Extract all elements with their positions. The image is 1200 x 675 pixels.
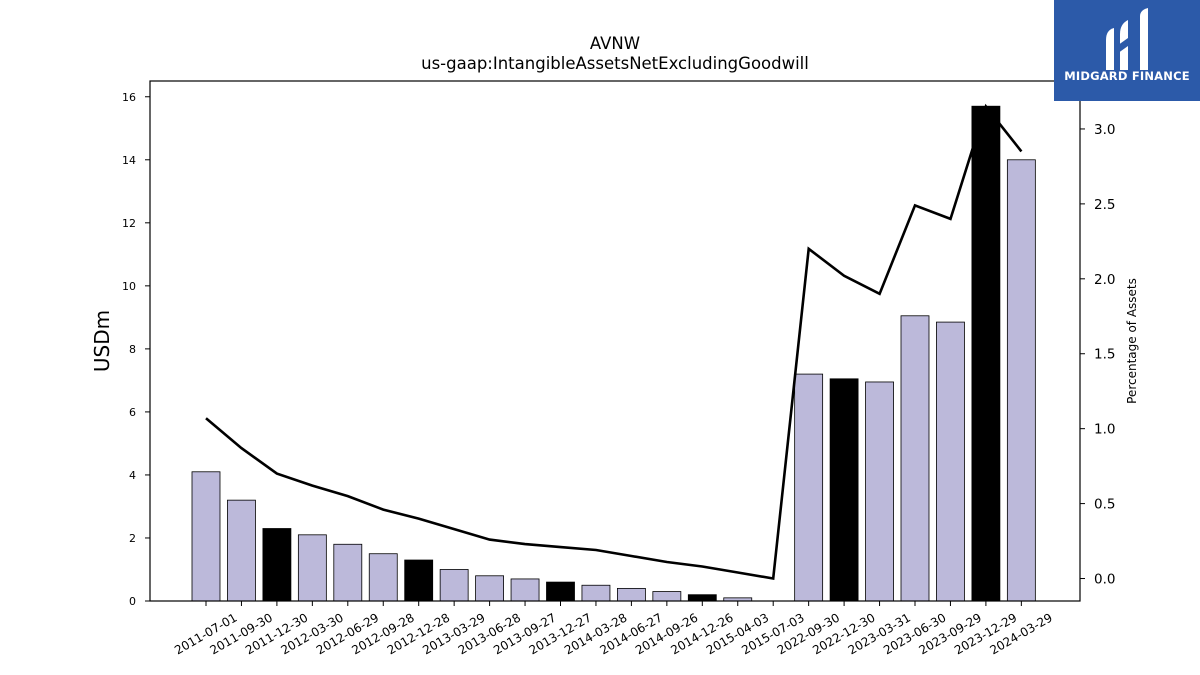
bar-2012-06-29 [333,543,363,602]
y2-tick-label: 0.0 [1094,572,1115,588]
y-tick-label: 0 [129,595,136,608]
bar-2023-03-31 [865,381,894,602]
y-tick-label: 14 [122,154,136,167]
bar-2012-09-28 [368,553,398,602]
chart-subtitle: us-gaap:IntangibleAssetsNetExcludingGood… [421,54,809,73]
y2-tick-label: 2.5 [1094,197,1115,213]
bar-2022-09-30 [794,373,824,602]
logo-text: MIDGARD FINANCE [1064,69,1190,83]
bar-2011-12-30 [262,528,292,602]
bar-2022-12-30 [829,378,859,602]
bar-2012-03-30 [297,534,327,602]
bar-2013-12-27 [546,581,575,602]
y2-tick-label: 2.0 [1094,272,1115,288]
y2-tick-label: 3.0 [1094,122,1115,138]
y2-tick-label: 1.5 [1094,347,1115,363]
bar-2012-12-28 [404,559,434,602]
plot-frame [149,80,1081,602]
bar-2013-06-28 [475,575,505,602]
bar-2023-09-29 [936,321,965,602]
bar-2024-03-29 [1006,159,1036,602]
y-tick-label: 16 [122,91,136,104]
bar-2014-12-26 [687,594,717,602]
y2-tick-label: 1.0 [1094,422,1115,438]
y-tick-label: 8 [129,343,136,356]
brand-logo: MIDGARD FINANCE [1054,0,1200,101]
y2-tick-label: 0.5 [1094,497,1115,513]
y-tick-label: 6 [129,406,136,419]
bar-2013-03-29 [439,569,469,602]
bar-2014-06-27 [617,587,646,602]
bar-2011-09-30 [227,499,256,602]
line-path [205,103,1023,581]
y-tick-label: 2 [129,532,136,545]
bar-series [191,105,1036,602]
y-axis-label: USDm [90,310,114,372]
y2-axis-label: Percentage of Assets [1125,278,1139,404]
bar-2023-12-29 [971,105,1001,602]
y-tick-label: 4 [129,469,136,482]
bar-2023-06-30 [900,315,930,602]
bar-2011-07-01 [191,471,221,602]
line-series [205,103,1023,581]
bar-2013-09-27 [510,578,540,602]
bar-2014-09-26 [652,591,682,602]
chart-title: AVNW [590,34,640,53]
y-tick-label: 10 [122,280,136,293]
logo-mark-icon [1106,8,1148,70]
bar-2014-03-28 [581,584,611,602]
y-tick-label: 12 [122,217,136,230]
